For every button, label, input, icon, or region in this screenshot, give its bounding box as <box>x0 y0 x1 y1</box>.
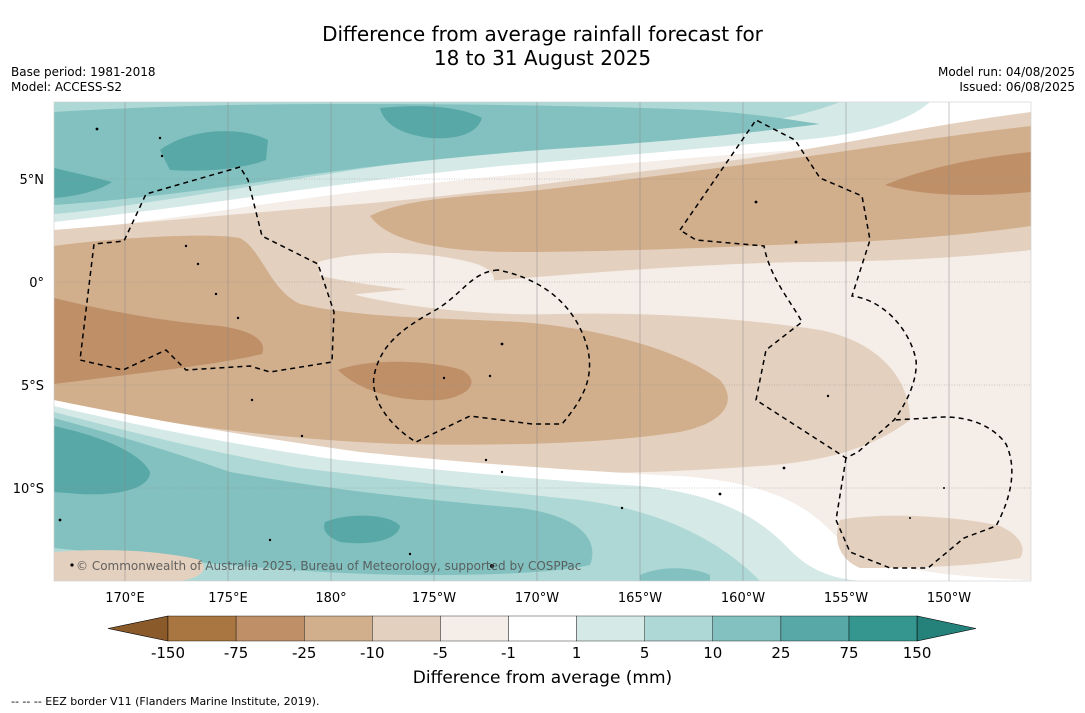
colorbar-tick-label: -5 <box>433 644 448 662</box>
region-north-wet-4c <box>380 106 482 139</box>
colorbar: -150 -75 -25 -10 -5 -1 1 5 10 25 75 150 <box>107 615 977 662</box>
colorbar-segment <box>780 615 850 642</box>
lon-label: 170°W <box>515 591 559 606</box>
colorbar-segment <box>235 615 305 642</box>
region-north-wet-3 <box>54 104 820 205</box>
eez-border-phoenix <box>372 269 591 443</box>
region-dry-3-north <box>885 152 1031 196</box>
colorbar-title: Difference from average (mm) <box>412 668 673 688</box>
map-field <box>54 102 1031 581</box>
colorbar-segment <box>712 615 782 642</box>
region-dry-2-south <box>54 235 728 445</box>
lon-label: 155°W <box>824 591 868 606</box>
colorbar-tick-label: 1 <box>572 644 582 662</box>
eez-border-kiribati-gilbert <box>79 166 335 373</box>
colorbar-extend-high <box>916 615 977 642</box>
region-south-wet-3 <box>54 418 593 575</box>
colorbar-segment <box>167 615 237 642</box>
model-run-text: Model run: 04/08/2025 <box>937 65 1075 79</box>
colorbar-tick-label: 150 <box>903 644 932 662</box>
graticule <box>54 102 1031 581</box>
colorbar-segment <box>508 615 577 642</box>
title-line-2: 18 to 31 August 2025 <box>433 46 652 70</box>
colorbar-segment <box>440 615 509 642</box>
region-southeast-dry <box>836 515 1023 568</box>
longitude-labels: 170°E 175°E 180° 175°W 170°W 165°W 160°W… <box>105 591 971 606</box>
islands <box>58 127 945 568</box>
lon-label: 160°W <box>721 591 765 606</box>
lat-label: 0° <box>29 276 44 291</box>
lon-label: 175°E <box>208 591 248 606</box>
colorbar-tick-label: -25 <box>292 644 317 662</box>
colorbar-segment <box>372 615 441 642</box>
lon-label: 150°W <box>927 591 971 606</box>
eez-borders <box>79 119 1013 569</box>
colorbar-tick-label: 75 <box>839 644 858 662</box>
map-frame <box>53 101 1032 582</box>
region-equatorial-pale <box>318 253 494 293</box>
colorbar-tick-label: 5 <box>640 644 650 662</box>
region-south-wet-3b <box>640 568 710 581</box>
region-dry-2-north <box>370 126 1031 252</box>
region-dry-3-south-central <box>338 361 472 401</box>
colorbar-segment <box>304 615 373 642</box>
region-southwest-dry <box>54 550 204 581</box>
eez-border-line-islands <box>678 119 917 459</box>
colorbar-tick-label: -10 <box>360 644 385 662</box>
colorbar-segment <box>644 615 714 642</box>
colorbar-tick-label: 25 <box>771 644 790 662</box>
base-period-text: Base period: 1981-2018 <box>11 65 156 79</box>
lon-label: 175°W <box>412 591 456 606</box>
lon-label: 165°W <box>618 591 662 606</box>
model-text: Model: ACCESS-S2 <box>11 80 123 94</box>
lat-label: 5°N <box>20 173 45 188</box>
issued-text: Issued: 06/08/2025 <box>959 80 1075 94</box>
colorbar-segment <box>848 615 918 642</box>
copyright-text: © Commonwealth of Australia 2025, Bureau… <box>76 559 581 573</box>
region-north-wet-4b <box>54 168 112 198</box>
footer-eez-note: -- -- -- EEZ border V11 (Flanders Marine… <box>11 695 320 708</box>
lon-label: 180° <box>315 591 346 606</box>
lon-label: 170°E <box>105 591 145 606</box>
colorbar-segment <box>576 615 645 642</box>
region-dry-3-south-west <box>54 298 264 384</box>
meta-right: Model run: 04/08/2025 Issued: 06/08/2025 <box>938 65 1075 95</box>
colorbar-extend-low <box>107 615 169 642</box>
region-south-wet-4a <box>54 426 150 495</box>
meta-left: Base period: 1981-2018 Model: ACCESS-S2 <box>11 65 156 95</box>
colorbar-tick-label: 10 <box>703 644 722 662</box>
title-line-1: Difference from average rainfall forecas… <box>322 22 763 46</box>
lat-label: 5°S <box>21 379 44 394</box>
region-south-wet-4b <box>324 515 400 544</box>
lat-label: 10°S <box>13 482 44 497</box>
latitude-labels: 5°N 0° 5°S 10°S <box>13 173 44 497</box>
region-north-wet-4a <box>160 131 268 171</box>
colorbar-tick-label: -150 <box>151 644 185 662</box>
colorbar-tick-label: -1 <box>501 644 516 662</box>
colorbar-tick-label: -75 <box>224 644 249 662</box>
